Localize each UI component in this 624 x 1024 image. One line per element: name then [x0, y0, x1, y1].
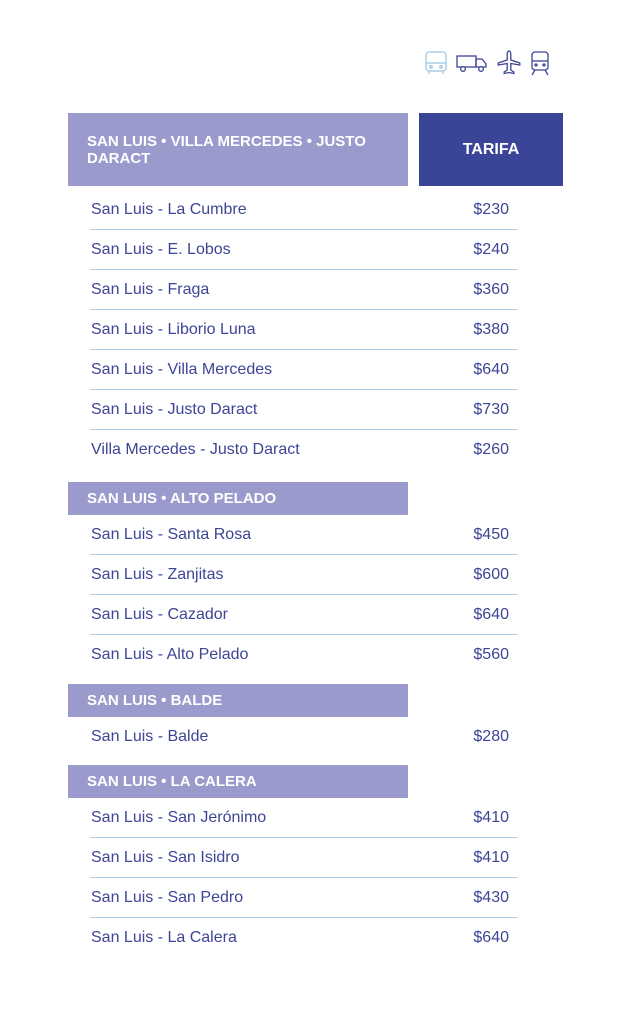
fare-row: San Luis - Zanjitas $600 [90, 555, 517, 595]
route-price: $430 [473, 888, 509, 906]
route-price: $380 [473, 320, 509, 338]
route-price: $410 [473, 808, 509, 826]
airplane-icon [497, 50, 521, 75]
route-price: $240 [473, 240, 509, 258]
tarifa-header: TARIFA [419, 113, 563, 186]
route-name: San Luis - Zanjitas [91, 565, 224, 583]
fare-row: San Luis - E. Lobos $240 [90, 230, 517, 270]
route-price: $280 [473, 728, 509, 745]
truck-icon [456, 55, 487, 72]
route-price: $230 [473, 200, 509, 218]
route-name: San Luis - Fraga [91, 280, 210, 298]
fare-row: San Luis - San Jerónimo $410 [90, 798, 517, 838]
route-name: San Luis - San Pedro [91, 888, 244, 906]
route-name: San Luis - Cazador [91, 605, 228, 623]
route-name: San Luis - La Calera [91, 929, 237, 946]
fare-row: San Luis - San Pedro $430 [90, 878, 517, 918]
section-header: SAN LUIS • ALTO PELADO [68, 482, 408, 515]
route-name: San Luis - San Isidro [91, 848, 240, 866]
route-price: $360 [473, 280, 509, 298]
route-price: $410 [473, 848, 509, 866]
section-header: SAN LUIS • LA CALERA [68, 765, 408, 798]
bus-icon [425, 51, 447, 74]
route-price: $450 [473, 525, 509, 543]
route-name: San Luis - Santa Rosa [91, 525, 252, 543]
route-price: $640 [473, 360, 509, 378]
fare-row: San Luis - Cazador $640 [90, 595, 517, 635]
fare-row: San Luis - La Calera $640 [90, 918, 517, 958]
route-name: San Luis - Balde [91, 728, 209, 745]
fare-row: San Luis - La Cumbre $230 [90, 190, 517, 230]
fare-row: San Luis - San Isidro $410 [90, 838, 517, 878]
fare-row: San Luis - Liborio Luna $380 [90, 310, 517, 350]
route-price: $600 [473, 565, 509, 583]
transport-icons [424, 50, 550, 76]
route-name: San Luis - La Cumbre [91, 200, 247, 218]
route-name: San Luis - San Jerónimo [91, 808, 267, 826]
route-name: San Luis - E. Lobos [91, 240, 231, 258]
train-icon [531, 51, 549, 76]
fare-row: San Luis - Santa Rosa $450 [90, 515, 517, 555]
route-name: San Luis - Alto Pelado [91, 646, 249, 663]
fare-row: San Luis - Balde $280 [90, 717, 517, 757]
route-name: Villa Mercedes - Justo Daract [91, 441, 300, 458]
route-price: $640 [473, 605, 509, 623]
route-name: San Luis - Villa Mercedes [91, 360, 273, 378]
route-price: $560 [473, 646, 509, 663]
fare-row: Villa Mercedes - Justo Daract $260 [90, 430, 517, 470]
route-price: $730 [473, 400, 509, 418]
route-name: San Luis - Justo Daract [91, 400, 258, 418]
section-header: SAN LUIS • BALDE [68, 684, 408, 717]
fare-row: San Luis - Alto Pelado $560 [90, 635, 517, 675]
fare-row: San Luis - Fraga $360 [90, 270, 517, 310]
route-price: $260 [473, 441, 509, 458]
fare-row: San Luis - Justo Daract $730 [90, 390, 517, 430]
route-name: San Luis - Liborio Luna [91, 320, 256, 338]
fare-row: San Luis - Villa Mercedes $640 [90, 350, 517, 390]
route-price: $640 [473, 929, 509, 946]
section-header: SAN LUIS • VILLA MERCEDES • JUSTO DARACT [68, 113, 408, 186]
